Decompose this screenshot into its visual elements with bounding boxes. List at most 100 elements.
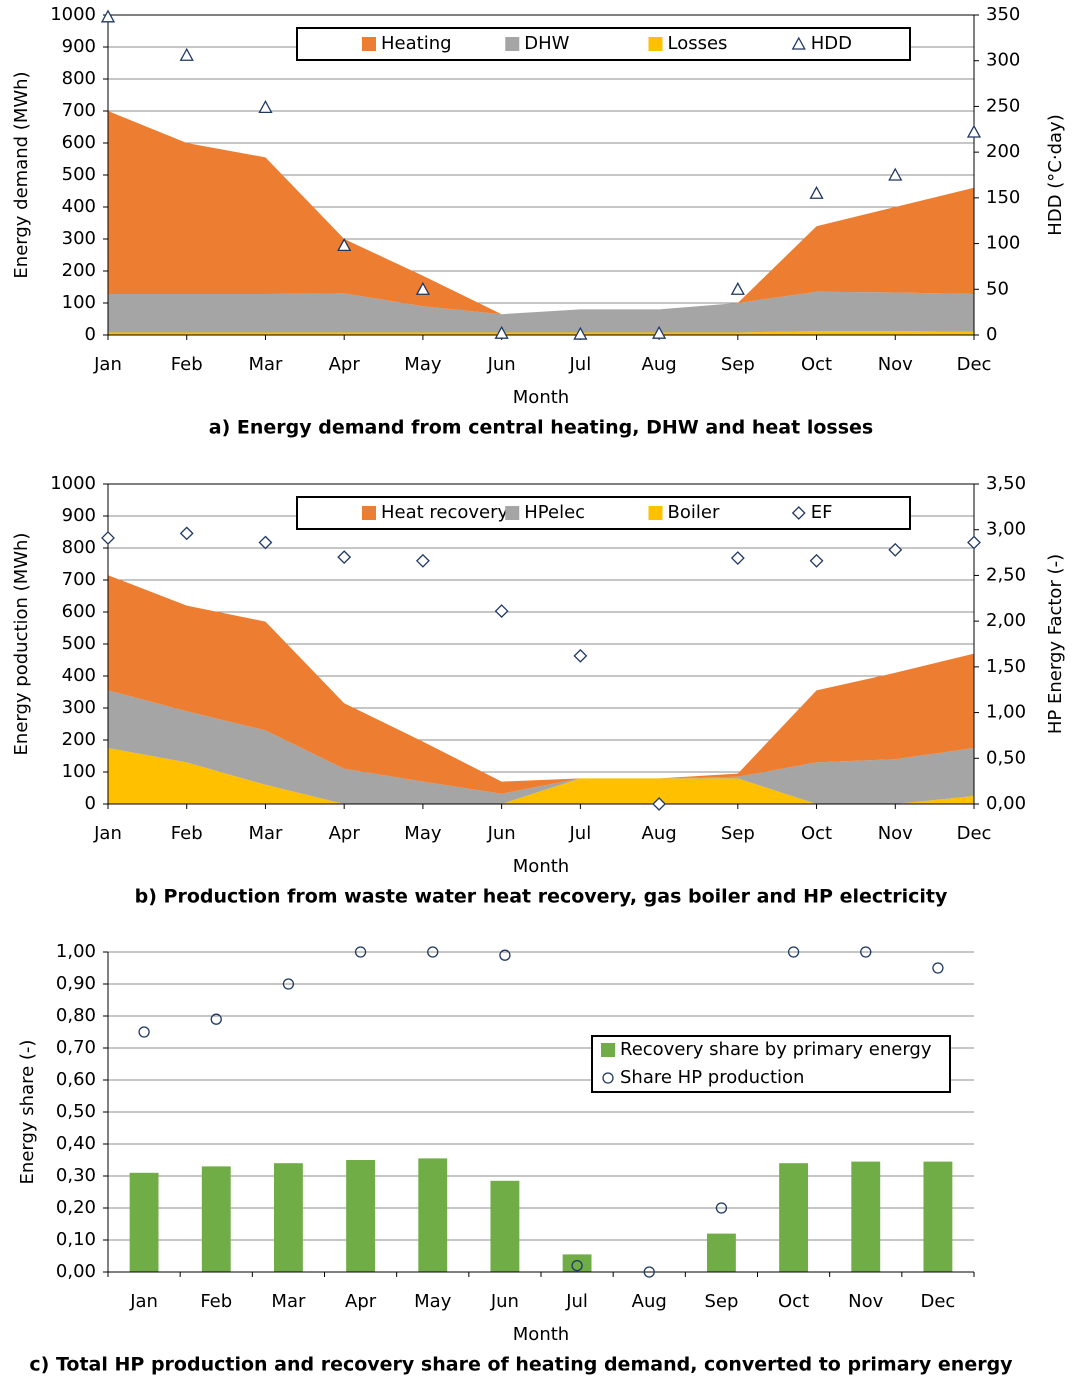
x-tick-label: Jul xyxy=(569,823,592,844)
y-axis-title: Energy demand (MWh) xyxy=(11,71,32,278)
y-tick-label: 0,20 xyxy=(56,1197,96,1218)
legend-swatch xyxy=(648,506,663,520)
legend-box xyxy=(591,1035,951,1093)
y-tick-label: 900 xyxy=(62,505,96,526)
x-tick-label: May xyxy=(404,823,442,844)
x-tick-label: Nov xyxy=(878,354,913,375)
y-tick-label: 600 xyxy=(62,132,96,153)
legend-label: Boiler xyxy=(668,502,720,523)
marker-circle xyxy=(282,978,295,990)
x-tick-label: Sep xyxy=(704,1291,738,1312)
x-tick-label: May xyxy=(404,354,442,375)
y2-tick-label: 50 xyxy=(986,278,1009,299)
marker-triangle xyxy=(258,99,273,113)
legend-label: Heat recovery xyxy=(381,502,509,523)
marker-circle xyxy=(210,1013,222,1025)
marker-triangle xyxy=(730,281,745,295)
legend-label: EF xyxy=(811,502,833,523)
y-tick-label: 0 xyxy=(85,324,96,345)
x-tick-label: Jun xyxy=(490,1291,519,1312)
area xyxy=(108,331,974,335)
legend-box xyxy=(296,27,911,61)
x-tick-label: Oct xyxy=(801,354,832,375)
x-tick-label: Aug xyxy=(642,823,677,844)
marker-circle xyxy=(138,1026,150,1038)
marker-diamond xyxy=(258,535,273,550)
bar xyxy=(418,1158,448,1272)
y-tick-label: 300 xyxy=(62,697,96,718)
marker-diamond xyxy=(337,550,352,565)
x-tick-label: Dec xyxy=(920,1291,955,1312)
legend-swatch xyxy=(601,1043,615,1057)
y-tick-label: 0,90 xyxy=(56,973,96,994)
y-tick-label: 0,80 xyxy=(56,1005,96,1026)
marker-circle xyxy=(715,1202,728,1214)
x-tick-label: Feb xyxy=(171,354,203,375)
marker-diamond xyxy=(809,553,824,568)
marker-circle xyxy=(602,1072,614,1084)
legend-label: Share HP production xyxy=(620,1067,804,1088)
marker-triangle xyxy=(573,326,588,340)
x-tick-label: Mar xyxy=(271,1291,306,1312)
y2-tick-label: 2,50 xyxy=(986,564,1026,585)
x-tick-label: Feb xyxy=(171,823,203,844)
area xyxy=(108,291,974,333)
y2-tick-label: 300 xyxy=(986,50,1020,71)
bar xyxy=(201,1166,231,1272)
x-axis-title: Month xyxy=(513,387,569,408)
y-tick-label: 0,50 xyxy=(56,1101,96,1122)
x-tick-label: Nov xyxy=(878,823,913,844)
marker-diamond xyxy=(967,535,981,550)
marker-triangle xyxy=(966,124,982,138)
y-tick-label: 100 xyxy=(62,761,96,782)
marker-diamond xyxy=(179,526,194,541)
y-tick-label: 1,00 xyxy=(56,941,96,962)
y2-tick-label: 1,50 xyxy=(986,656,1026,677)
marker-triangle xyxy=(415,281,431,295)
marker-triangle xyxy=(337,238,352,252)
caption: a) Energy demand from central heating, D… xyxy=(209,417,873,439)
x-axis-title: Month xyxy=(513,1324,569,1345)
marker-triangle xyxy=(791,36,806,50)
legend-label: HDD xyxy=(811,33,852,54)
legend-label: Recovery share by primary energy xyxy=(620,1039,932,1060)
y2-tick-label: 3,00 xyxy=(986,519,1026,540)
area xyxy=(108,690,974,804)
marker-triangle xyxy=(100,9,116,23)
x-tick-label: Aug xyxy=(642,354,677,375)
marker-diamond xyxy=(730,551,745,565)
y-tick-label: 400 xyxy=(62,665,96,686)
marker-diamond xyxy=(652,797,667,811)
x-tick-label: Dec xyxy=(957,354,992,375)
legend-label: HPelec xyxy=(524,502,585,523)
y-tick-label: 0,00 xyxy=(56,1261,96,1282)
y-tick-label: 300 xyxy=(62,228,96,249)
y2-tick-label: 0,00 xyxy=(986,793,1026,814)
y2-tick-label: 150 xyxy=(986,187,1020,208)
legend-swatch xyxy=(362,37,376,51)
y2-tick-label: 0,50 xyxy=(986,747,1026,768)
caption: b) Production from waste water heat reco… xyxy=(135,886,948,908)
legend-swatch xyxy=(648,37,663,51)
x-tick-label: Feb xyxy=(200,1291,232,1312)
y-tick-label: 0,10 xyxy=(56,1229,96,1250)
y-tick-label: 0 xyxy=(85,793,96,814)
y2-tick-label: 100 xyxy=(986,233,1020,254)
area xyxy=(108,111,974,315)
x-tick-label: Jan xyxy=(129,1291,158,1312)
y2-axis-title: HDD (°C·day) xyxy=(1045,114,1066,235)
y2-tick-label: 350 xyxy=(986,4,1020,25)
bar xyxy=(273,1163,303,1272)
y2-tick-label: 3,50 xyxy=(986,473,1026,494)
marker-circle xyxy=(499,949,511,961)
x-tick-label: Apr xyxy=(345,1291,377,1312)
x-tick-label: Jan xyxy=(93,823,122,844)
x-tick-label: Jul xyxy=(569,354,592,375)
bar xyxy=(129,1172,159,1272)
legend-box xyxy=(296,496,911,530)
x-tick-label: Oct xyxy=(801,823,832,844)
y-tick-label: 700 xyxy=(62,569,96,590)
y-tick-label: 1000 xyxy=(50,4,96,25)
y2-tick-label: 2,00 xyxy=(986,610,1026,631)
